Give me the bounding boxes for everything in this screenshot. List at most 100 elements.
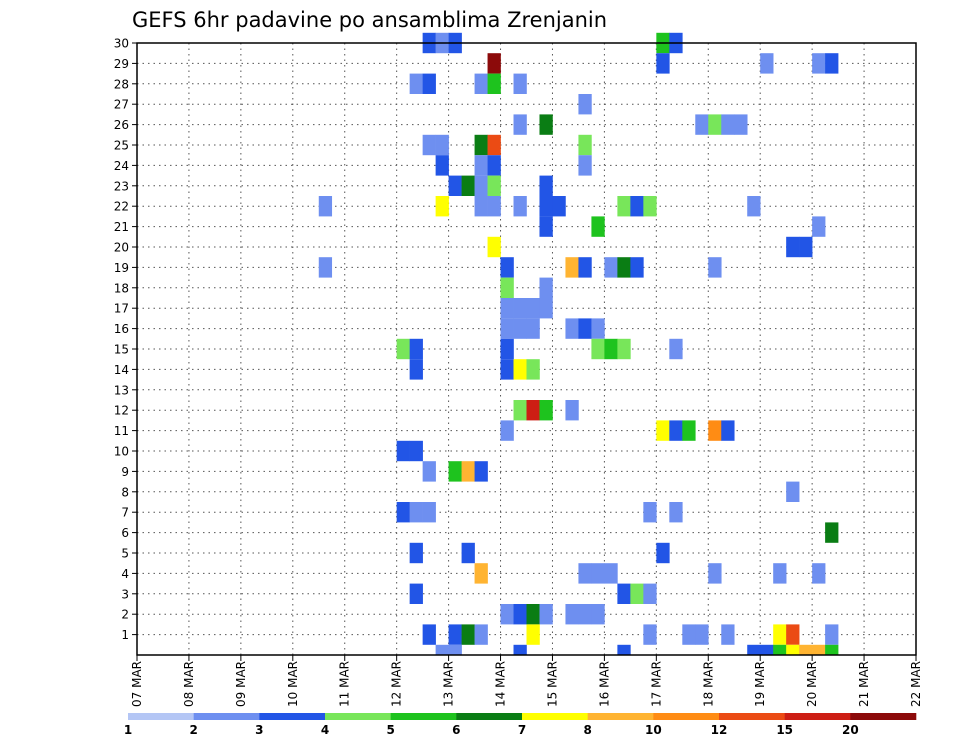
- data-cell: [682, 420, 696, 441]
- y-axis-ticks: 1234567891011121314151617181920212223242…: [114, 37, 137, 642]
- y-tick-label: 29: [114, 57, 129, 71]
- data-cell: [448, 461, 462, 482]
- data-cell: [409, 338, 423, 360]
- data-cell: [825, 624, 839, 645]
- data-cell: [578, 134, 592, 156]
- y-tick-label: 21: [114, 220, 129, 234]
- data-cell: [786, 236, 800, 258]
- colorbar-tick-label: 6: [452, 723, 460, 737]
- data-cell: [500, 298, 514, 319]
- data-cell: [487, 175, 501, 196]
- y-tick-label: 19: [114, 261, 129, 275]
- data-cell: [591, 216, 605, 237]
- data-cell: [825, 53, 839, 74]
- data-cell: [474, 155, 488, 176]
- data-cell: [513, 359, 527, 380]
- data-cell: [487, 155, 501, 176]
- y-tick-label: 30: [114, 37, 129, 51]
- data-cell: [617, 257, 631, 278]
- colorbar-tick-label: 4: [321, 723, 329, 737]
- data-cell: [500, 420, 514, 441]
- data-cell: [565, 604, 579, 625]
- data-cell: [643, 502, 657, 523]
- y-tick-label: 22: [114, 200, 129, 214]
- data-cell: [630, 257, 644, 278]
- data-cell: [617, 338, 631, 360]
- data-cell: [513, 298, 527, 319]
- colorbar-swatch: [456, 713, 523, 720]
- data-cell: [500, 277, 514, 298]
- data-cell: [669, 502, 683, 523]
- y-tick-label: 14: [114, 363, 129, 377]
- data-cell: [812, 53, 826, 74]
- y-tick-label: 23: [114, 179, 129, 193]
- y-tick-label: 2: [121, 608, 129, 622]
- y-tick-label: 20: [114, 241, 129, 255]
- y-tick-label: 24: [114, 159, 129, 173]
- y-tick-label: 16: [114, 322, 129, 336]
- data-cell: [591, 338, 605, 360]
- data-cell: [500, 318, 514, 339]
- data-cell: [526, 298, 540, 319]
- data-cell: [578, 604, 592, 625]
- colorbar-swatch: [719, 713, 785, 720]
- data-cell: [656, 420, 670, 441]
- data-cell: [825, 522, 839, 543]
- data-cell: [578, 94, 592, 115]
- data-cell: [539, 175, 553, 196]
- data-cell: [617, 583, 631, 604]
- data-cell: [409, 583, 423, 604]
- y-tick-label: 7: [121, 506, 129, 520]
- data-cell: [669, 420, 683, 441]
- data-cell: [812, 563, 826, 584]
- x-tick-label: 14 MAR: [494, 661, 508, 707]
- data-cell: [747, 644, 761, 655]
- data-cell: [708, 563, 722, 584]
- data-cell: [812, 216, 826, 237]
- y-tick-label: 9: [121, 465, 129, 479]
- x-tick-label: 08 MAR: [182, 661, 196, 707]
- data-cell: [630, 583, 644, 604]
- data-cell: [474, 461, 488, 482]
- data-cell: [825, 644, 839, 655]
- data-cell: [643, 196, 657, 217]
- colorbar-swatch: [850, 713, 917, 720]
- colorbar-swatch: [522, 713, 588, 720]
- data-cell: [539, 298, 553, 319]
- data-cell: [721, 114, 735, 135]
- data-cell: [435, 196, 449, 217]
- data-cell: [695, 114, 709, 135]
- data-cell: [474, 563, 488, 584]
- y-tick-label: 26: [114, 118, 129, 132]
- data-cell: [500, 338, 514, 360]
- data-cell: [565, 257, 579, 278]
- data-cell: [682, 624, 696, 645]
- colorbar-swatch: [587, 713, 654, 720]
- y-tick-label: 25: [114, 139, 129, 153]
- data-cell: [487, 236, 501, 258]
- data-cell: [461, 461, 475, 482]
- x-tick-label: 07 MAR: [130, 661, 144, 707]
- x-tick-label: 12 MAR: [390, 661, 404, 707]
- data-cell: [669, 338, 683, 360]
- data-cell: [526, 604, 540, 625]
- data-cell: [487, 73, 501, 94]
- data-cell: [786, 481, 800, 502]
- data-cell: [461, 175, 475, 196]
- data-cell: [773, 563, 787, 584]
- data-cell: [448, 624, 462, 645]
- data-cell: [760, 644, 774, 655]
- data-cell: [786, 644, 800, 655]
- x-tick-label: 17 MAR: [649, 661, 663, 707]
- data-cell: [409, 502, 423, 523]
- data-cell: [591, 318, 605, 339]
- y-tick-label: 10: [114, 445, 129, 459]
- chart-title: GEFS 6hr padavine po ansamblima Zrenjani…: [132, 8, 607, 32]
- colorbar-tick-label: 8: [583, 723, 591, 737]
- colorbar-tick-label: 2: [189, 723, 197, 737]
- data-cell: [513, 114, 527, 135]
- data-cell: [409, 440, 423, 462]
- y-tick-label: 1: [121, 628, 129, 642]
- x-tick-label: 19 MAR: [753, 661, 767, 707]
- y-tick-label: 28: [114, 77, 129, 91]
